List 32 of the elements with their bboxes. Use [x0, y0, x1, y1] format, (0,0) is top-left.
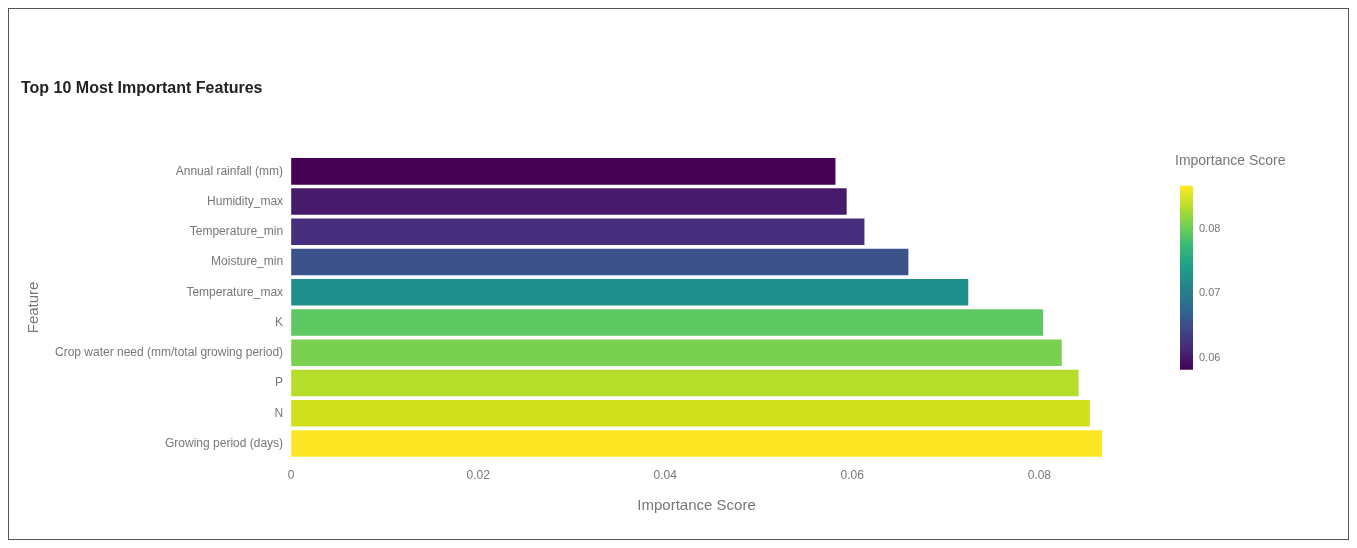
y-tick-label: Humidity_max [207, 193, 284, 208]
y-tick-label: Crop water need (mm/total growing period) [54, 345, 284, 360]
bar [291, 430, 1102, 457]
x-tick-label: 0 [287, 468, 295, 483]
x-tick-label: 0.04 [653, 468, 678, 483]
bar [291, 399, 1090, 427]
bar [291, 339, 1062, 367]
y-axis-title: Feature [24, 281, 42, 334]
y-tick-label: Growing period (days) [165, 435, 284, 450]
x-axis-title: Importance Score [637, 496, 756, 514]
bar [291, 369, 1079, 397]
color-bar-title: Importance Score [1175, 152, 1286, 169]
y-tick-label: Temperature_min [189, 224, 284, 239]
y-tick-label: Moisture_min [211, 254, 284, 269]
x-tick-label: 0.06 [840, 468, 865, 483]
text: Top 10 Most Important Features [21, 79, 263, 97]
bar [291, 309, 1044, 336]
color-bar-label: 0.08 [1199, 222, 1221, 235]
color-bar-label: 0.07 [1199, 286, 1221, 299]
y-tick-label: P [275, 375, 284, 390]
bar [291, 218, 865, 246]
y-tick-label: N [274, 405, 284, 420]
y-tick-label: Annual rainfall (mm) [175, 163, 284, 178]
bar [291, 158, 836, 185]
x-tick-label: 0.08 [1027, 468, 1052, 483]
bar [291, 278, 969, 306]
bar [291, 248, 909, 276]
color-bar-label: 0.06 [1199, 350, 1221, 363]
y-tick-label: K [275, 314, 284, 329]
bar [291, 188, 847, 215]
x-tick-label: 0.02 [466, 468, 491, 483]
y-tick-label: Temperature_max [186, 284, 284, 299]
